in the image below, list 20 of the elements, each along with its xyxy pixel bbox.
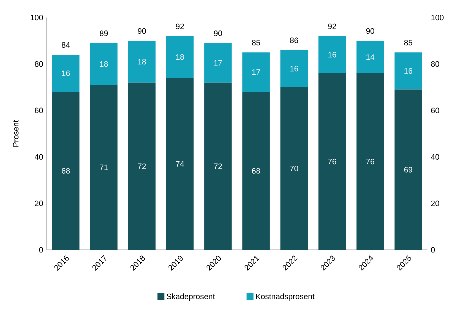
bar bbox=[128, 40, 156, 83]
bar bbox=[242, 92, 270, 250]
bar bbox=[318, 73, 346, 250]
bar bbox=[356, 73, 384, 250]
bar bbox=[394, 52, 422, 90]
bar bbox=[52, 54, 80, 92]
bar bbox=[128, 82, 156, 250]
bar bbox=[356, 40, 384, 74]
bar bbox=[90, 84, 118, 250]
bar bbox=[242, 52, 270, 92]
bar bbox=[394, 90, 422, 250]
bar bbox=[166, 36, 194, 78]
bar bbox=[318, 36, 346, 74]
bar bbox=[204, 82, 232, 250]
bar bbox=[280, 50, 308, 88]
bar bbox=[166, 78, 194, 250]
bar bbox=[280, 87, 308, 250]
bar bbox=[52, 92, 80, 250]
bar bbox=[204, 43, 232, 83]
bar bbox=[90, 43, 118, 85]
